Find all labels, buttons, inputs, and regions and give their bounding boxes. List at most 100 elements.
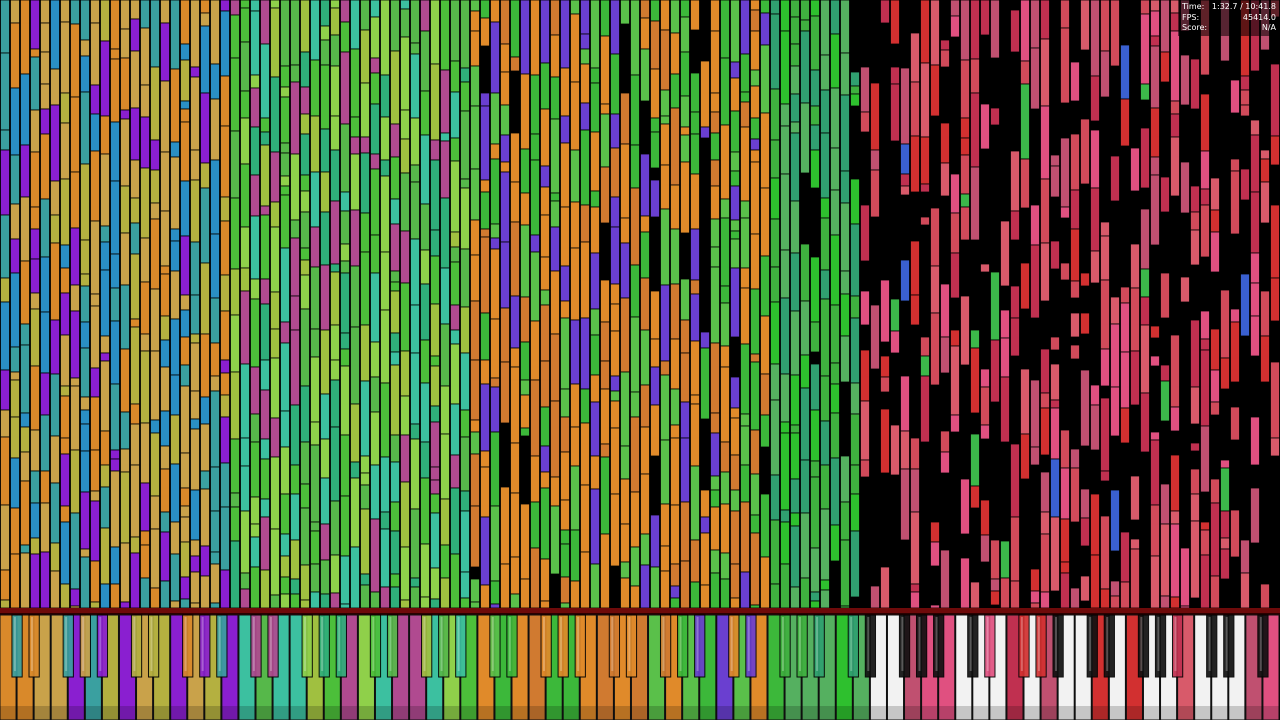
note [130,159,140,199]
note [1070,280,1080,299]
note [1210,369,1220,403]
note [160,339,170,368]
note [650,179,660,218]
note [380,511,390,530]
note [500,563,510,609]
black-key [557,614,569,678]
black-key [540,614,552,678]
note [930,265,940,314]
note [60,244,70,269]
note [480,17,490,47]
black-key-shine [816,617,819,671]
note [1190,386,1200,425]
note [320,171,330,213]
note [970,58,980,94]
note [620,297,630,373]
note [250,566,260,609]
note [470,601,480,609]
note [590,252,600,310]
note [210,297,220,344]
note [250,366,260,415]
white-key-shade [887,706,904,720]
note [310,530,320,565]
note [620,143,630,219]
note [870,304,880,370]
note [310,563,320,593]
black-key-shine [1259,617,1262,671]
note [1090,384,1100,406]
note [810,600,820,609]
note [620,217,630,244]
note [1270,361,1280,439]
note [370,272,380,343]
note [390,434,400,463]
note [50,68,60,106]
note [550,476,560,507]
note [520,192,530,226]
note [1080,272,1090,287]
note [770,266,780,303]
note [470,300,480,361]
note [650,404,660,457]
note [600,113,610,168]
note [560,317,570,390]
note [90,367,100,398]
note [190,555,200,573]
note [1070,587,1080,609]
note [280,86,290,98]
note [1030,0,1040,49]
note [380,528,390,588]
note [210,0,220,65]
note [610,303,620,332]
note [1080,0,1090,51]
note [150,202,160,220]
note [820,464,830,510]
note [710,432,720,477]
note [170,141,180,158]
note [240,7,250,43]
note [500,161,510,173]
note [320,559,330,595]
note [620,561,630,579]
note [310,328,320,358]
note [1200,529,1210,556]
note [820,298,830,377]
note [30,308,40,367]
note [50,319,60,375]
note [550,118,560,194]
note [50,104,60,182]
note [440,544,450,579]
note [100,225,110,243]
note [340,603,350,609]
note [1010,9,1020,53]
note [1110,489,1120,552]
note [180,385,190,454]
black-key-shine [1174,617,1177,671]
note [80,0,90,41]
note [1080,312,1090,335]
black-key [796,614,808,678]
note [810,409,820,462]
note [610,283,620,305]
white-key-shade [494,706,511,720]
note [260,278,270,305]
note [210,390,220,468]
note [600,279,610,323]
note [570,247,580,321]
note [780,509,790,523]
note [970,166,980,241]
note [370,57,380,74]
note [930,521,940,543]
note [180,487,190,507]
note [410,352,420,425]
note [570,383,580,428]
black-key [79,614,91,678]
note [770,474,780,521]
note [1060,518,1070,563]
note [540,108,550,167]
note [1140,13,1150,85]
note [490,92,500,145]
note [150,288,160,352]
note [60,0,70,23]
black-key [216,614,228,678]
